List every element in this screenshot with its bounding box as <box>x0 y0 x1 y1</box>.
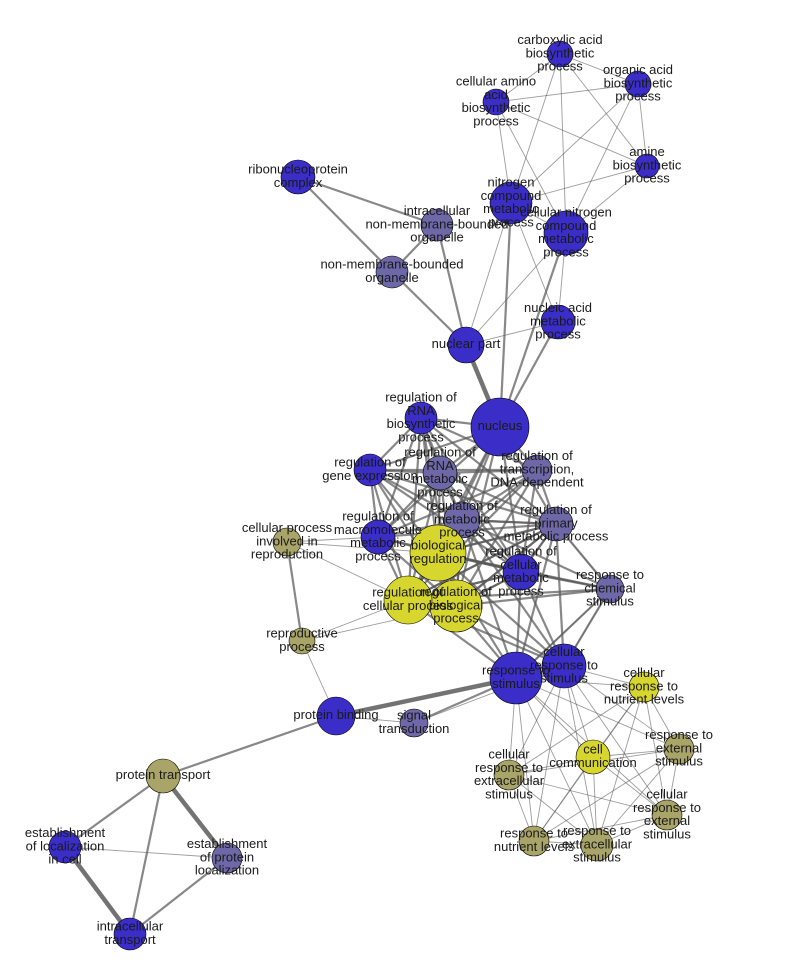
svg-text:nuclear part: nuclear part <box>432 336 501 351</box>
svg-text:protein transport: protein transport <box>116 767 211 782</box>
svg-text:nucleus: nucleus <box>478 418 523 433</box>
svg-text:protein binding: protein binding <box>293 707 378 722</box>
